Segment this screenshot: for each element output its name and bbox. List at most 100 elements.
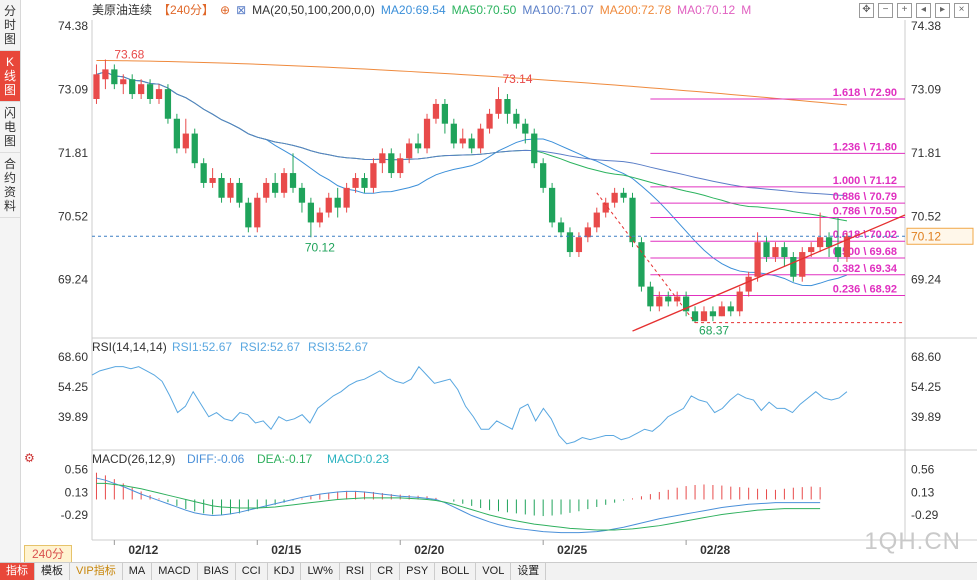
fib-level-label: 1.000 \ 71.12 — [833, 175, 897, 187]
fib-level-label: 0.618 \ 70.02 — [833, 229, 897, 241]
low-annotation: 70.12 — [305, 240, 335, 254]
ma0-value: MA0:70.12 — [677, 3, 736, 17]
settings-icon[interactable]: ⊕ — [220, 3, 231, 17]
candle-body — [531, 133, 538, 164]
tab-bias[interactable]: BIAS — [198, 563, 236, 580]
period-button[interactable]: 240分 — [24, 545, 72, 563]
tab-macd[interactable]: MACD — [152, 563, 198, 580]
plus-icon[interactable]: + — [897, 3, 912, 18]
chart-canvas[interactable]: 74.38 74.38 73.09 73.09 71.81 71.81 70.52 70.52… — [0, 0, 977, 562]
candle-body — [656, 296, 663, 307]
tab-indicator[interactable]: 指标 — [0, 563, 35, 580]
period-label[interactable]: 【240分】 — [158, 3, 215, 17]
candle-body — [790, 257, 797, 277]
candle-body — [602, 202, 609, 213]
rsi-tick-left: 68.60 — [58, 350, 88, 364]
chart-header: 美原油连续 【240分】 ⊕ ⊠ MA(20,50,100,200,0,0) MA20:6… — [92, 1, 757, 19]
candle-body — [182, 133, 189, 149]
candle-body — [647, 286, 654, 307]
candle-body — [173, 118, 181, 149]
candle-body — [808, 247, 815, 253]
candle-body — [495, 99, 502, 114]
tab-template[interactable]: 模板 — [35, 563, 70, 580]
fib-level-label: 0.786 \ 70.50 — [833, 206, 897, 218]
ma-more[interactable]: M — [741, 3, 752, 17]
tab-vol[interactable]: VOL — [476, 563, 512, 580]
left-icon[interactable]: ◂ — [916, 3, 931, 18]
macd-legend: MACD:0.23 — [327, 452, 389, 466]
indicator-tabbar: 指标 模板 VIP指标 MA MACD BIAS CCI KDJ LW% RSI… — [0, 562, 977, 580]
current-price-box — [906, 227, 974, 245]
rsi-legend: RSI3:52.67 — [308, 340, 368, 354]
candle-body — [93, 74, 100, 99]
candle-body — [665, 296, 672, 302]
candle-body — [727, 306, 734, 312]
price-tick-right: 69.24 — [911, 273, 941, 287]
ma20-value: MA20:69.54 — [380, 3, 446, 17]
tab-cr[interactable]: CR — [371, 563, 401, 580]
rsi-line — [91, 365, 848, 445]
candle-body — [816, 237, 824, 248]
candle-body — [334, 197, 341, 208]
tab-cci[interactable]: CCI — [236, 563, 268, 580]
sidebar-item-timeshare[interactable]: 分时图 — [0, 0, 20, 51]
sidebar-item-contract[interactable]: 合约资料 — [0, 153, 20, 218]
candle-body — [138, 84, 145, 95]
tab-lw[interactable]: LW% — [301, 563, 340, 580]
tab-boll[interactable]: BOLL — [435, 563, 477, 580]
tab-psy[interactable]: PSY — [400, 563, 436, 580]
rsi-tick-right: 54.25 — [911, 380, 941, 394]
fib-level-label: 0.886 \ 70.79 — [833, 191, 897, 203]
x-tick-label: 02/28 — [700, 543, 730, 557]
fib-level-label: 0.500 \ 69.68 — [833, 246, 897, 258]
candle-body — [718, 306, 725, 317]
sidebar-item-flash[interactable]: 闪电图 — [0, 102, 20, 153]
ma200-value: MA200:72.78 — [599, 3, 672, 17]
price-tick-left: 71.81 — [58, 146, 88, 160]
candle-body — [504, 99, 511, 114]
candle-body — [236, 182, 243, 203]
tab-kdj[interactable]: KDJ — [268, 563, 302, 580]
rsi-tick-left: 54.25 — [58, 380, 88, 394]
minus-icon[interactable]: − — [878, 3, 893, 18]
x-tick-label: 02/20 — [414, 543, 444, 557]
candle-body — [272, 182, 279, 193]
ma20-line — [96, 71, 848, 287]
candle-body — [745, 276, 752, 292]
close-icon[interactable]: × — [954, 3, 969, 18]
watermark: 1QH.CN — [864, 528, 961, 555]
tab-settings[interactable]: 设置 — [511, 563, 547, 580]
move-icon[interactable]: ✥ — [859, 3, 874, 18]
tab-ma[interactable]: MA — [123, 563, 153, 580]
macd-tick-right: 0.13 — [911, 486, 935, 500]
right-icon[interactable]: ▸ — [935, 3, 950, 18]
x-tick-label: 02/15 — [271, 543, 301, 557]
candle-body — [343, 187, 350, 208]
candle-body — [548, 187, 556, 223]
candle-body — [280, 173, 288, 193]
candle-body — [227, 182, 234, 198]
candle-body — [423, 118, 431, 149]
candle-body — [200, 163, 207, 183]
candle-body — [397, 158, 404, 174]
x-tick-label: 02/25 — [557, 543, 587, 557]
macd-settings-icon: ⚙ — [24, 451, 35, 465]
candle-body — [218, 178, 225, 198]
candle-body — [414, 143, 422, 149]
candle-body — [593, 212, 600, 228]
high-annotation: 73.68 — [114, 47, 144, 61]
candle-body — [254, 197, 261, 228]
candle-body — [629, 197, 636, 243]
candle-body — [513, 113, 520, 124]
candle-body — [370, 163, 377, 188]
candle-body — [799, 252, 806, 277]
price-tick-right: 71.81 — [911, 146, 941, 160]
tab-rsi[interactable]: RSI — [340, 563, 372, 580]
candle-body — [155, 89, 163, 99]
tab-vip[interactable]: VIP指标 — [70, 563, 123, 580]
ma100-value: MA100:71.07 — [522, 3, 594, 17]
chart-type-icon[interactable]: ⊠ — [236, 3, 247, 17]
candle-body — [298, 187, 306, 203]
